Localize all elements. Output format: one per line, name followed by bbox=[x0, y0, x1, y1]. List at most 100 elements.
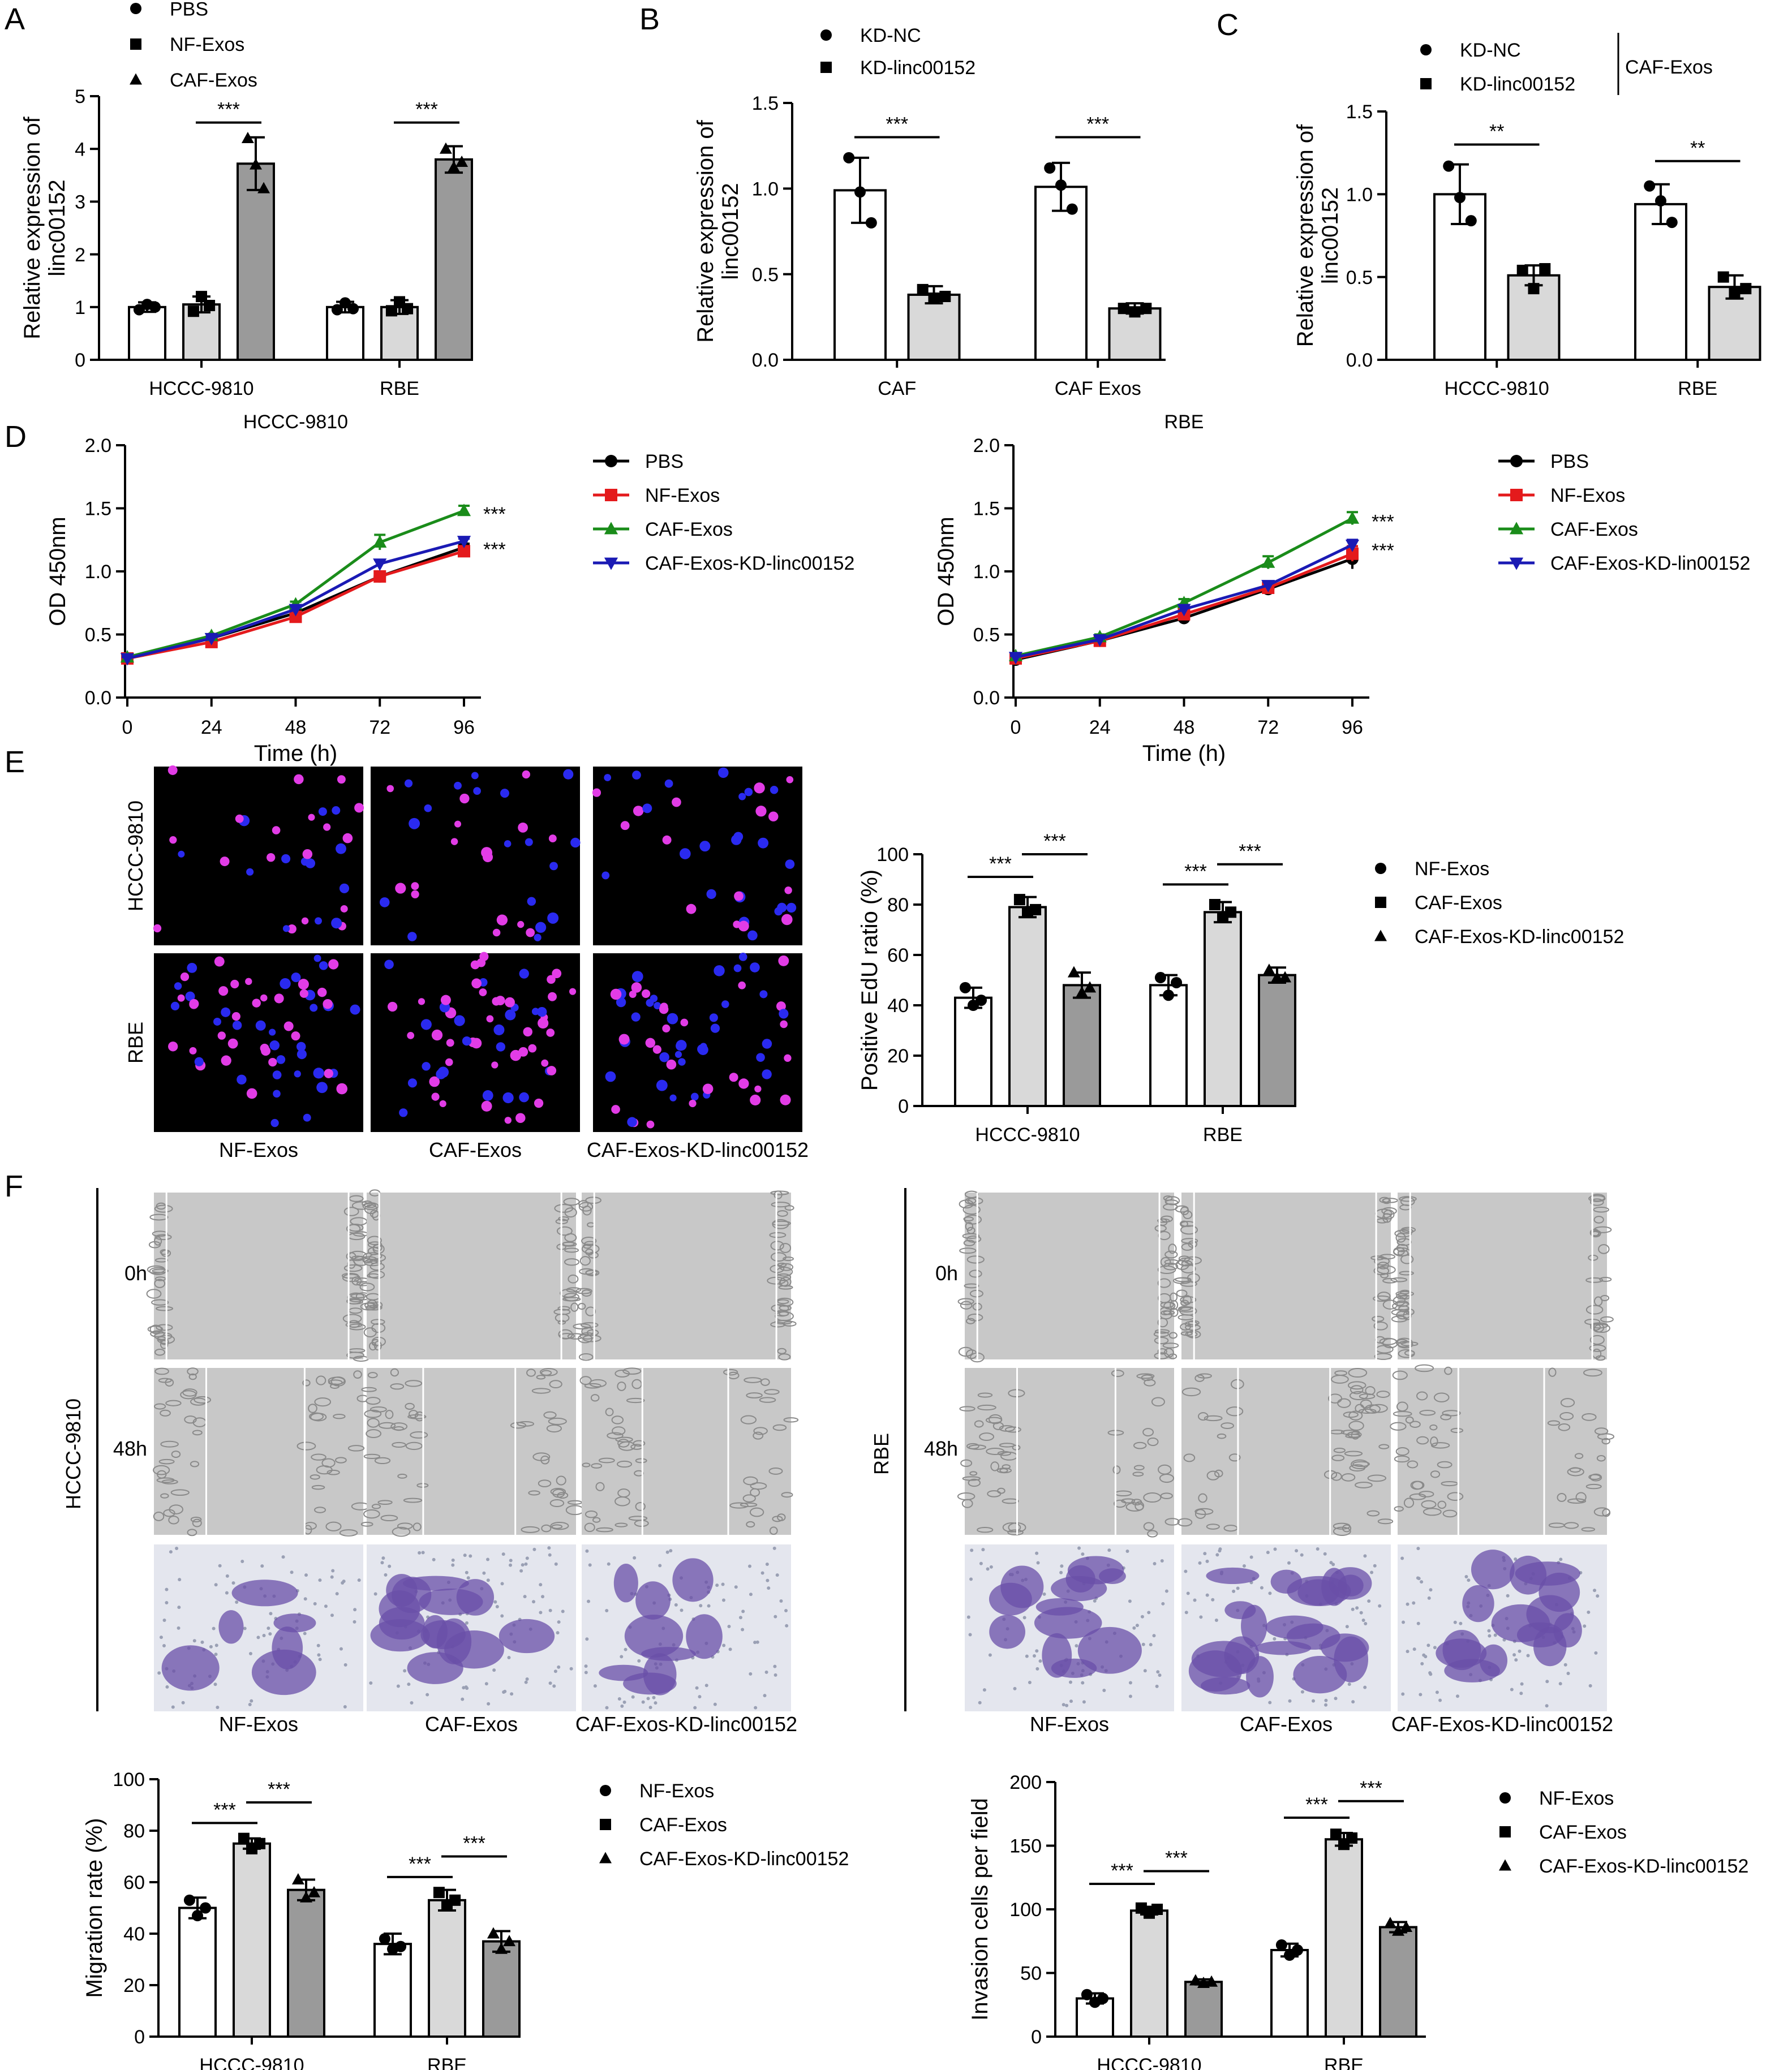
cell-outline bbox=[190, 1461, 200, 1467]
bar bbox=[1130, 1909, 1168, 2038]
cell-outline bbox=[1228, 1453, 1241, 1462]
cell-outline bbox=[192, 1518, 202, 1527]
membrane-pore bbox=[1464, 1575, 1468, 1579]
cell-outline bbox=[1581, 1527, 1596, 1532]
cell-outline bbox=[363, 1453, 381, 1459]
image-column-label: CAF-Exos bbox=[1240, 1712, 1333, 1736]
y-axis-label: Relative expression oflinc00152 bbox=[1293, 124, 1343, 347]
cell-outline bbox=[1226, 1406, 1244, 1417]
cell-nucleus bbox=[431, 1029, 443, 1041]
membrane-pore bbox=[988, 1653, 992, 1657]
membrane-pore bbox=[482, 1571, 486, 1575]
cell-nucleus bbox=[706, 889, 716, 900]
scratch-image-background bbox=[154, 1193, 363, 1359]
cell-outline bbox=[1143, 1492, 1162, 1503]
cell-nucleus bbox=[780, 1020, 788, 1028]
cell-outline bbox=[1134, 1501, 1145, 1511]
cell-outline bbox=[1154, 1336, 1169, 1345]
membrane-pore bbox=[407, 1682, 411, 1686]
stained-cell bbox=[444, 1630, 504, 1669]
stained-cell bbox=[1265, 1615, 1323, 1639]
cell-nucleus bbox=[738, 981, 746, 989]
membrane-pore bbox=[369, 1681, 373, 1685]
cell-outline bbox=[397, 1522, 413, 1530]
membrane-pore bbox=[775, 1573, 779, 1577]
cell-outline bbox=[1429, 1424, 1438, 1431]
cell-outline bbox=[1433, 1392, 1450, 1402]
cell-nucleus bbox=[450, 838, 458, 845]
chart-d1-legend-marker bbox=[604, 557, 618, 570]
membrane-pore bbox=[548, 1553, 552, 1557]
stained-cell bbox=[686, 1614, 723, 1659]
membrane-pore bbox=[1036, 1561, 1040, 1565]
cell-nucleus bbox=[317, 987, 327, 997]
membrane-pore bbox=[1312, 1699, 1316, 1703]
cell-outline bbox=[1198, 1493, 1207, 1503]
cell-outline bbox=[605, 1408, 614, 1417]
membrane-pore bbox=[281, 1555, 285, 1559]
cell-nucleus bbox=[274, 993, 284, 1004]
membrane-pore bbox=[648, 1706, 652, 1710]
membrane-pore bbox=[1412, 1601, 1416, 1605]
significance-label: *** bbox=[213, 1799, 236, 1821]
cell-outline bbox=[1559, 1411, 1574, 1421]
cell-outline bbox=[1154, 1329, 1170, 1334]
membrane-pore bbox=[585, 1549, 589, 1553]
y-tick-label: 0.0 bbox=[85, 687, 111, 709]
cell-outline bbox=[990, 1461, 999, 1471]
cell-outline bbox=[1340, 1430, 1360, 1435]
cell-outline bbox=[564, 1247, 579, 1253]
chart-f1-legend-label: CAF-Exos bbox=[639, 1814, 727, 1836]
membrane-pore bbox=[1459, 1621, 1463, 1625]
panel-letter-a: A bbox=[5, 2, 25, 36]
data-point bbox=[1275, 1939, 1287, 1951]
cell-outline bbox=[777, 1348, 787, 1354]
x-tick-label: 24 bbox=[1089, 717, 1111, 738]
membrane-pore bbox=[1232, 1589, 1236, 1593]
membrane-pore bbox=[588, 1563, 592, 1567]
cell-outline bbox=[1398, 1349, 1415, 1358]
cell-nucleus bbox=[294, 1070, 301, 1078]
cell-outline bbox=[150, 1330, 165, 1337]
cell-outline bbox=[194, 1396, 212, 1404]
cell-outline bbox=[1372, 1295, 1391, 1302]
cell-nucleus bbox=[422, 1062, 431, 1071]
membrane-pore bbox=[256, 1636, 260, 1639]
cell-outline bbox=[959, 1199, 974, 1209]
data-point bbox=[149, 301, 161, 313]
bar bbox=[1270, 1949, 1309, 2038]
cell-outline bbox=[563, 1198, 580, 1206]
data-point bbox=[379, 1933, 390, 1945]
cell-outline bbox=[380, 1514, 398, 1522]
cell-outline bbox=[770, 1322, 786, 1328]
cell-outline bbox=[1585, 1277, 1604, 1283]
membrane-pore bbox=[539, 1583, 543, 1587]
cell-outline bbox=[996, 1467, 1012, 1474]
cell-nucleus bbox=[632, 771, 641, 780]
cell-outline bbox=[1159, 1473, 1175, 1483]
cell-outline bbox=[564, 1258, 580, 1266]
cell-nucleus bbox=[659, 1052, 669, 1062]
scratch-image bbox=[360, 1368, 585, 1537]
cell-outline bbox=[1181, 1243, 1194, 1251]
cell-outline bbox=[977, 1404, 996, 1411]
cell-nucleus bbox=[680, 1018, 689, 1027]
y-tick-label: 80 bbox=[123, 1821, 145, 1842]
data-point bbox=[1666, 217, 1678, 229]
cell-outline bbox=[168, 1516, 179, 1525]
cell-outline bbox=[1437, 1461, 1452, 1469]
membrane-pore bbox=[1022, 1616, 1026, 1620]
membrane-pore bbox=[760, 1571, 764, 1575]
x-tick-label: RBE bbox=[1203, 1124, 1243, 1146]
cell-outline bbox=[169, 1504, 183, 1514]
cell-nucleus bbox=[523, 1027, 532, 1037]
membrane-pore bbox=[240, 1560, 244, 1564]
cell-outline bbox=[403, 1497, 423, 1503]
significance-label: *** bbox=[1111, 1860, 1133, 1882]
cell-nucleus bbox=[738, 793, 746, 801]
membrane-pore bbox=[181, 1701, 185, 1705]
cell-outline bbox=[1595, 1355, 1606, 1361]
cell-outline bbox=[1391, 1315, 1408, 1323]
stained-cell bbox=[1042, 1633, 1072, 1678]
membrane-pore bbox=[342, 1580, 346, 1583]
